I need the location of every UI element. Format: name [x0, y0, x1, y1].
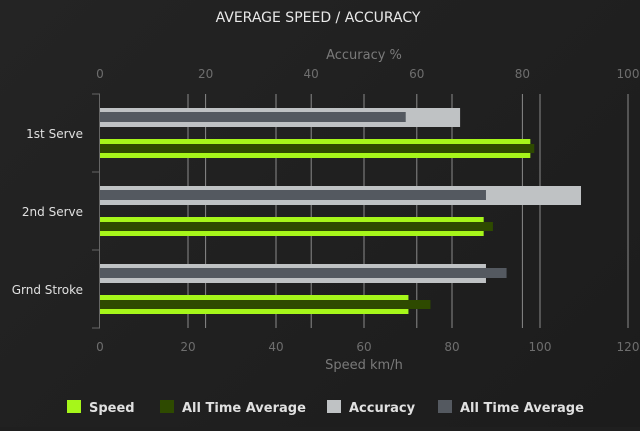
legend-label: All Time Average [460, 401, 584, 416]
bottom-tick-label: 0 [96, 340, 104, 354]
legend-label: Accuracy [349, 401, 416, 416]
top-tick-label: 0 [96, 67, 104, 81]
top-tick-label: 100 [617, 67, 640, 81]
bottom-tick-label: 60 [356, 340, 371, 354]
bottom-tick-label: 80 [444, 340, 459, 354]
category-label: 1st Serve [26, 127, 83, 141]
top-tick-label: 60 [409, 67, 424, 81]
top-tick-label: 40 [304, 67, 319, 81]
legend-swatch [327, 400, 341, 413]
bottom-tick-label: 40 [268, 340, 283, 354]
bar-accuracy-average [100, 268, 507, 278]
bottom-tick-label: 20 [180, 340, 195, 354]
bar-speed-average [100, 222, 493, 231]
top-tick-label: 20 [198, 67, 213, 81]
bar-accuracy-average [100, 112, 406, 122]
legend-label: Speed [89, 401, 135, 416]
top-tick-label: 80 [515, 67, 530, 81]
bottom-axis-label: Speed km/h [325, 358, 403, 373]
bar-speed-average [100, 300, 431, 309]
legend-swatch [67, 400, 81, 413]
category-label: 2nd Serve [22, 205, 83, 219]
legend-label: All Time Average [182, 401, 306, 416]
bar-speed-average [100, 144, 535, 153]
category-label: Grnd Stroke [12, 283, 83, 297]
legend-swatch [160, 400, 174, 413]
bar-accuracy-average [100, 190, 486, 200]
bottom-tick-label: 120 [617, 340, 640, 354]
legend-swatch [438, 400, 452, 413]
bottom-tick-label: 100 [529, 340, 552, 354]
top-axis-label: Accuracy % [326, 48, 402, 63]
chart-title: AVERAGE SPEED / ACCURACY [216, 10, 421, 26]
